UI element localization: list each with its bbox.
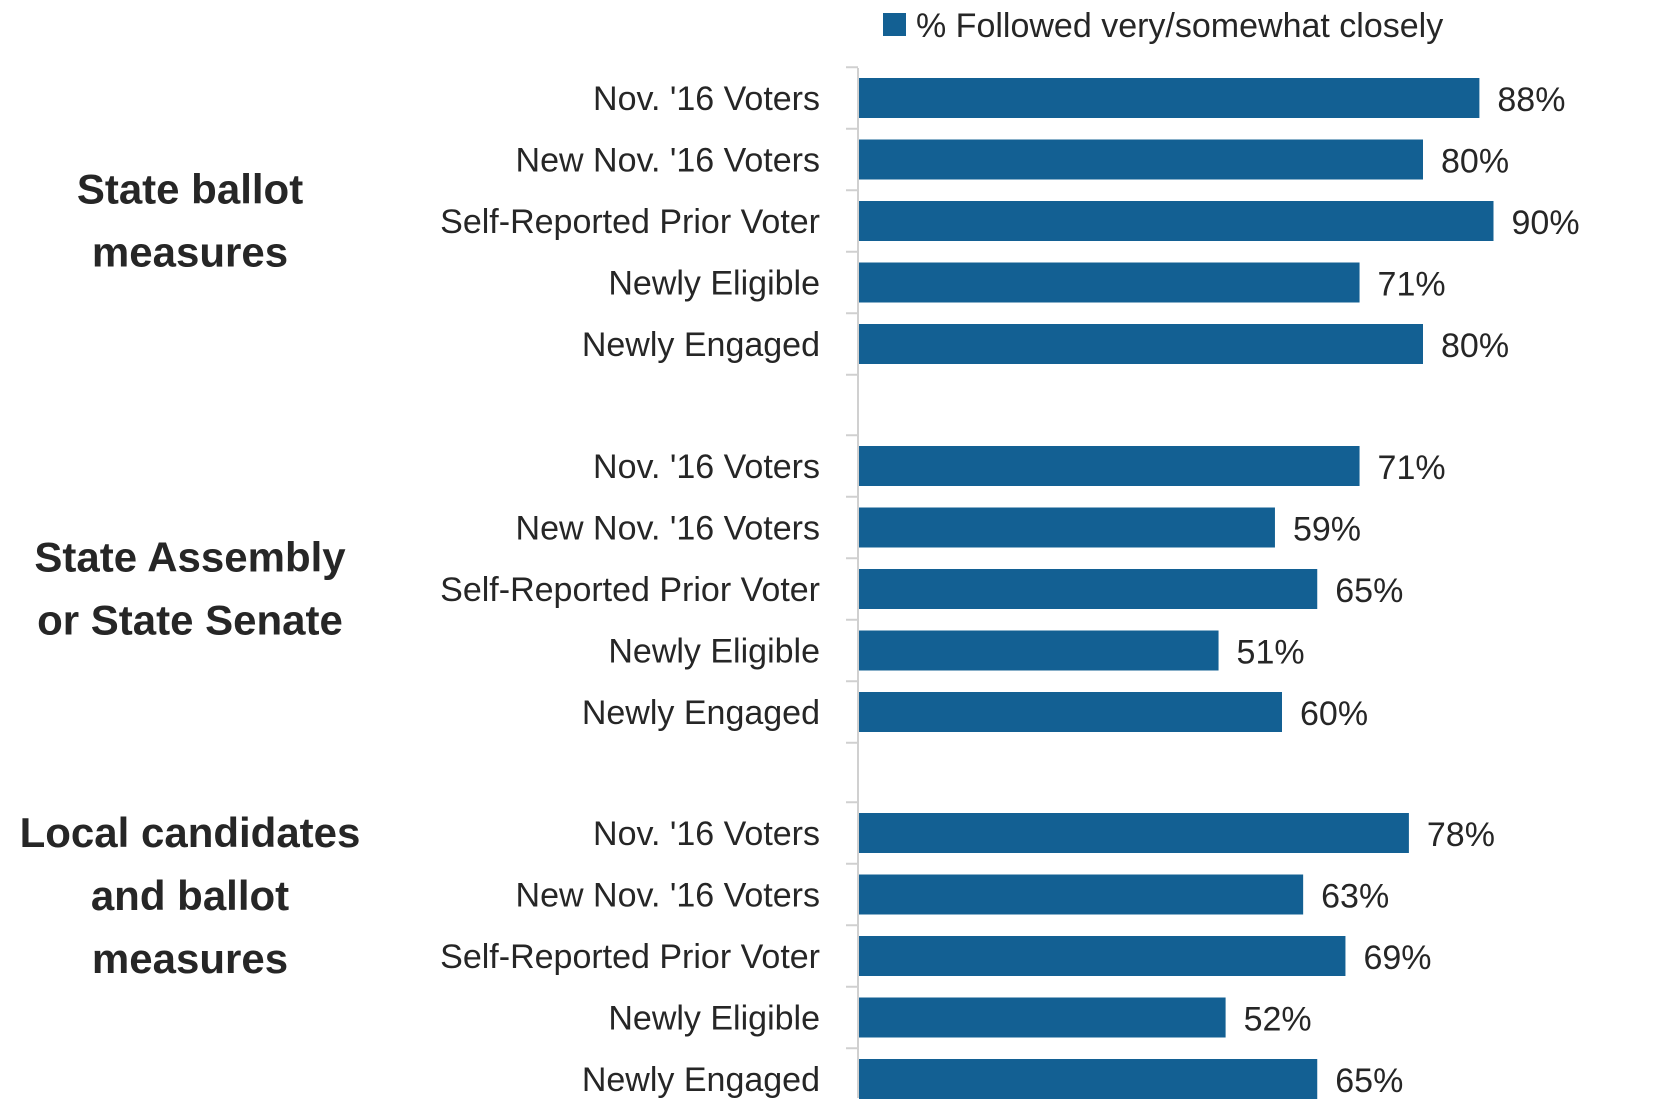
bar: [859, 569, 1318, 609]
category-label: Newly Eligible: [608, 633, 820, 671]
value-label: 63%: [1321, 878, 1389, 916]
bar: [859, 630, 1219, 671]
value-label: 80%: [1441, 327, 1509, 365]
bar: [859, 813, 1409, 853]
value-label: 59%: [1293, 511, 1361, 549]
bar: [859, 446, 1360, 486]
legend: % Followed very/somewhat closely: [883, 7, 1443, 45]
bar: [859, 936, 1346, 976]
value-label: 52%: [1244, 1001, 1312, 1039]
category-label: Nov. '16 Voters: [593, 815, 820, 853]
bar: [859, 78, 1480, 118]
bar: [859, 324, 1423, 364]
bar: [859, 507, 1275, 548]
category-label: Nov. '16 Voters: [593, 80, 820, 118]
category-label: Newly Engaged: [582, 1061, 820, 1099]
value-label: 71%: [1378, 449, 1446, 487]
value-label: 65%: [1335, 1062, 1403, 1100]
bar: [859, 262, 1360, 303]
category-label: New Nov. '16 Voters: [516, 510, 820, 548]
group-label: Local candidates: [20, 809, 361, 856]
category-label: Newly Eligible: [608, 1000, 820, 1038]
category-label: Newly Engaged: [582, 326, 820, 364]
value-label: 51%: [1237, 634, 1305, 672]
bar: [859, 139, 1423, 180]
value-label: 69%: [1363, 939, 1431, 977]
category-label: Self-Reported Prior Voter: [440, 203, 820, 241]
value-label: 80%: [1441, 143, 1509, 181]
legend-swatch: [883, 13, 906, 36]
category-label: Self-Reported Prior Voter: [440, 938, 820, 976]
bar: [859, 1059, 1318, 1099]
group-label: and ballot: [91, 872, 289, 919]
value-label: 71%: [1378, 266, 1446, 304]
group-label: State Assembly: [34, 534, 346, 581]
category-label: Newly Eligible: [608, 265, 820, 303]
group-label: measures: [92, 229, 288, 276]
bar: [859, 997, 1226, 1038]
plot-area: State ballot measures Nov. '16 Voters 88% Ne…: [20, 66, 1580, 1100]
category-label: Newly Engaged: [582, 694, 820, 732]
value-label: 60%: [1300, 695, 1368, 733]
value-label: 78%: [1427, 816, 1495, 854]
bar: [859, 692, 1282, 732]
category-label: Nov. '16 Voters: [593, 448, 820, 486]
group-label: State ballot: [77, 166, 303, 213]
value-label: 88%: [1497, 81, 1565, 119]
legend-label: % Followed very/somewhat closely: [916, 7, 1443, 45]
category-label: New Nov. '16 Voters: [516, 142, 820, 180]
category-label: Self-Reported Prior Voter: [440, 571, 820, 609]
value-label: 65%: [1335, 572, 1403, 610]
bar: [859, 874, 1304, 915]
value-label: 90%: [1512, 204, 1580, 242]
group-label: measures: [92, 935, 288, 982]
group-label: or State Senate: [37, 597, 343, 644]
category-label: New Nov. '16 Voters: [516, 877, 820, 915]
bar: [859, 201, 1494, 241]
